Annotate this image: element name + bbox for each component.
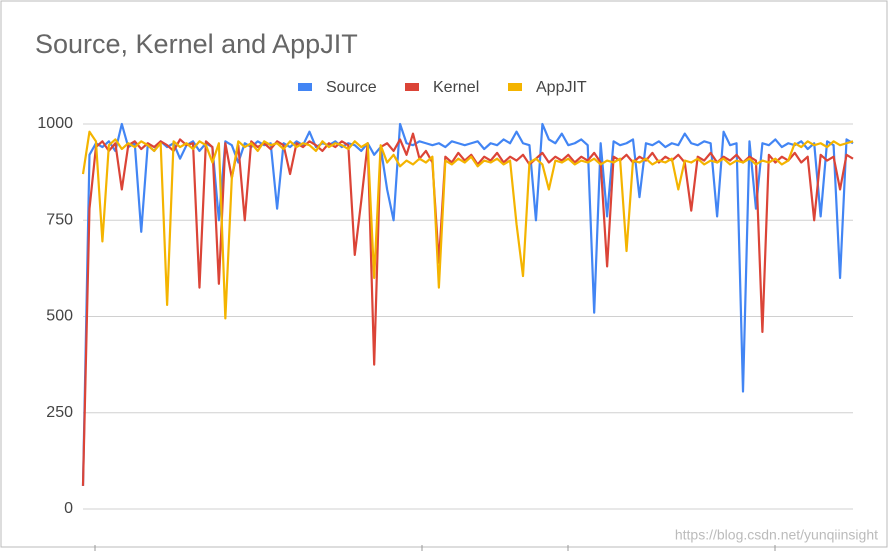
legend-swatch bbox=[298, 83, 312, 91]
series-line bbox=[81, 130, 854, 320]
y-tick-label: 500 bbox=[46, 308, 73, 325]
series-line bbox=[81, 132, 854, 486]
legend-swatch bbox=[405, 83, 419, 91]
y-tick-label: 750 bbox=[46, 211, 73, 228]
legend-label: Kernel bbox=[433, 79, 479, 96]
legend-swatch bbox=[508, 83, 522, 91]
legend-label: AppJIT bbox=[536, 79, 587, 96]
watermark: https://blog.csdn.net/yunqiinsight bbox=[675, 527, 878, 543]
x-ticks bbox=[94, 545, 776, 551]
chart-title: Source, Kernel and AppJIT bbox=[35, 29, 358, 59]
legend-label: Source bbox=[326, 79, 377, 96]
y-tick-label: 250 bbox=[46, 404, 73, 421]
y-tick-label: 1000 bbox=[37, 115, 73, 132]
y-tick-label: 0 bbox=[64, 500, 73, 517]
